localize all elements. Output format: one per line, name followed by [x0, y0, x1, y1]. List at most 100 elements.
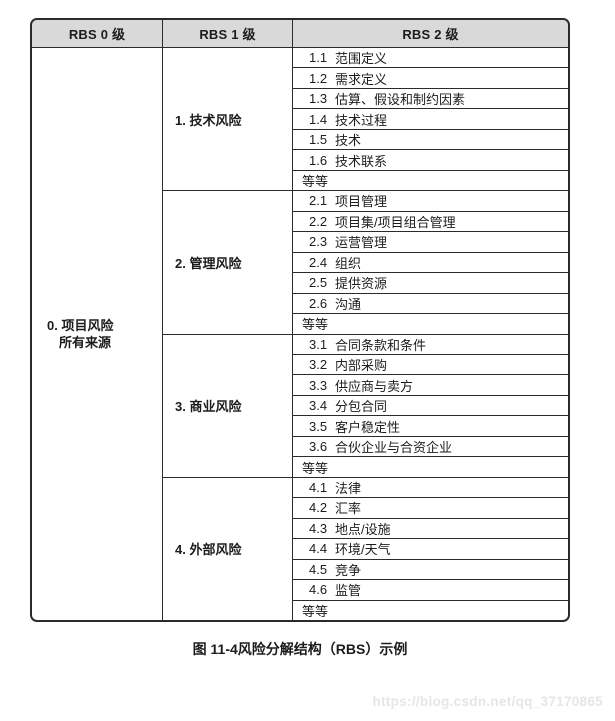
rbs-item-text: 组织	[335, 255, 362, 271]
rbs-item-text: 提供资源	[335, 276, 388, 292]
rbs-item-number: 1.4	[309, 111, 328, 127]
rbs-item-number: 4.2	[309, 500, 328, 516]
rbs-etc-text: 等等	[302, 460, 329, 476]
rbs-item-number: 2.2	[309, 213, 328, 229]
rbs-level2-row: 2.1 项目管理	[293, 191, 568, 212]
rbs-level2-row: 4.1 法律	[293, 478, 568, 499]
rbs-item-text: 监管	[335, 583, 362, 599]
rbs-level2-row: 3.2 内部采购	[293, 355, 568, 376]
header-cell-rbs-level-0: RBS 0 级	[32, 20, 163, 47]
rbs-item-number: 1.2	[309, 70, 328, 86]
rbs-etc-row: 等等	[293, 314, 568, 333]
rbs-level2-row: 3.5 客户稳定性	[293, 416, 568, 437]
rbs-item-text: 需求定义	[335, 71, 388, 87]
rbs-item-number: 2.6	[309, 295, 328, 311]
rbs-section: 3. 商业风险 3.1 合同条款和条件 3.2 内部采购 3.3 供应商与卖方 3.4 分包合同…	[163, 334, 568, 478]
rbs-item-text: 竞争	[335, 562, 362, 578]
rbs-etc-text: 等等	[302, 603, 329, 619]
rbs-level2-row: 4.6 监管	[293, 580, 568, 601]
rbs-item-number: 3.3	[309, 377, 328, 393]
rbs-item-text: 汇率	[335, 501, 362, 517]
rbs-item-text: 合伙企业与合资企业	[335, 440, 453, 456]
rbs-item-text: 项目管理	[335, 194, 388, 210]
rbs-item-text: 环境/天气	[335, 542, 391, 558]
rbs-item-text: 客户稳定性	[335, 419, 401, 435]
rbs-level0-line1: 0. 项目风险	[47, 318, 114, 333]
rbs-etc-text: 等等	[302, 317, 329, 333]
rbs-level2-row: 3.3 供应商与卖方	[293, 375, 568, 396]
rbs-item-text: 法律	[335, 480, 362, 496]
rbs-level0-line2: 所有来源	[59, 335, 112, 350]
rbs-item-text: 合同条款和条件	[335, 337, 427, 353]
header-cell-rbs-level-1: RBS 1 级	[163, 20, 293, 47]
rbs-level2-row: 2.2 项目集/项目组合管理	[293, 212, 568, 233]
rbs-item-text: 项目集/项目组合管理	[335, 214, 456, 230]
rbs-level2-rows: 4.1 法律 4.2 汇率 4.3 地点/设施 4.4 环境/天气 4.5 竞争 4.6 监管等等	[293, 478, 568, 620]
rbs-level2-row: 3.1 合同条款和条件	[293, 335, 568, 355]
rbs-item-number: 2.3	[309, 234, 328, 250]
rbs-item-text: 范围定义	[335, 51, 388, 67]
rbs-item-text: 技术过程	[335, 112, 388, 128]
rbs-item-number: 2.4	[309, 254, 328, 270]
rbs-item-text: 地点/设施	[335, 521, 391, 537]
rbs-item-number: 1.5	[309, 132, 328, 148]
rbs-item-number: 3.4	[309, 398, 328, 414]
rbs-item-number: 3.2	[309, 357, 328, 373]
rbs-level1-label: 2. 管理风险	[163, 191, 293, 334]
watermark-url: https://blog.csdn.net/qq_37170865	[372, 694, 603, 709]
rbs-level2-row: 4.2 汇率	[293, 498, 568, 519]
rbs-etc-row: 等等	[293, 171, 568, 190]
rbs-level2-row: 1.4 技术过程	[293, 109, 568, 130]
rbs-item-number: 4.5	[309, 561, 328, 577]
rbs-etc-row: 等等	[293, 601, 568, 620]
rbs-level2-row: 4.3 地点/设施	[293, 519, 568, 540]
rbs-item-number: 2.1	[309, 193, 328, 209]
figure-caption: 图 11-4风险分解结构（RBS）示例	[192, 641, 408, 657]
rbs-level2-row: 2.5 提供资源	[293, 273, 568, 294]
rbs-level2-rows: 2.1 项目管理 2.2 项目集/项目组合管理 2.3 运营管理 2.4 组织 2.5 提供资源 2…	[293, 191, 568, 333]
rbs-item-text: 估算、假设和制约因素	[335, 92, 466, 108]
rbs-sections: 1. 技术风险 1.1 范围定义 1.2 需求定义 1.3 估算、假设和制约因素 1.4 技术过…	[163, 48, 568, 620]
rbs-etc-text: 等等	[302, 174, 329, 190]
rbs-level2-row: 2.6 沟通	[293, 294, 568, 315]
rbs-item-number: 4.1	[309, 479, 328, 495]
rbs-level2-row: 1.2 需求定义	[293, 68, 568, 89]
rbs-section: 4. 外部风险 4.1 法律 4.2 汇率 4.3 地点/设施 4.4 环境/天气 4.5 竞争 4.…	[163, 477, 568, 620]
rbs-level2-row: 2.4 组织	[293, 253, 568, 274]
rbs-level2-row: 4.4 环境/天气	[293, 539, 568, 560]
rbs-item-number: 1.6	[309, 152, 328, 168]
rbs-item-number: 3.1	[309, 336, 328, 352]
rbs-level2-row: 1.5 技术	[293, 130, 568, 151]
table-body: 0. 项目风险 所有来源 1. 技术风险 1.1 范围定义 1.2 需求定义 1.3 估算、…	[32, 48, 568, 620]
header-cell-rbs-level-2: RBS 2 级	[402, 27, 459, 42]
rbs-item-text: 供应商与卖方	[335, 378, 414, 394]
rbs-level2-row: 1.1 范围定义	[293, 48, 568, 69]
rbs-level2-rows: 1.1 范围定义 1.2 需求定义 1.3 估算、假设和制约因素 1.4 技术过程 1.5 技术 1…	[293, 48, 568, 190]
rbs-level1-label: 1. 技术风险	[163, 48, 293, 191]
rbs-item-number: 3.6	[309, 439, 328, 455]
rbs-level2-row: 3.6 合伙企业与合资企业	[293, 437, 568, 458]
table-header-row: RBS 0 级 RBS 1 级 RBS 2 级	[32, 20, 568, 48]
rbs-level2-row: 4.5 竞争	[293, 560, 568, 581]
rbs-table: RBS 0 级 RBS 1 级 RBS 2 级 0. 项目风险 所有来源 1. …	[30, 18, 570, 622]
rbs-item-text: 沟通	[335, 296, 362, 312]
rbs-etc-row: 等等	[293, 457, 568, 476]
rbs-item-text: 技术联系	[335, 153, 388, 169]
rbs-level1-label: 4. 外部风险	[163, 477, 293, 620]
rbs-item-text: 技术	[335, 133, 362, 149]
rbs-level2-row: 2.3 运营管理	[293, 232, 568, 253]
rbs-level2-row: 3.4 分包合同	[293, 396, 568, 417]
rbs-item-text: 内部采购	[335, 358, 388, 374]
rbs-item-text: 分包合同	[335, 399, 388, 415]
rbs-item-number: 3.5	[309, 418, 328, 434]
rbs-level1-label: 3. 商业风险	[163, 334, 293, 477]
rbs-item-number: 2.5	[309, 275, 328, 291]
rbs-level2-rows: 3.1 合同条款和条件 3.2 内部采购 3.3 供应商与卖方 3.4 分包合同 3.5 客户稳定…	[293, 335, 568, 477]
rbs-level2-row: 1.3 估算、假设和制约因素	[293, 89, 568, 110]
rbs-level0-cell: 0. 项目风险 所有来源	[32, 48, 163, 620]
rbs-section: 1. 技术风险 1.1 范围定义 1.2 需求定义 1.3 估算、假设和制约因素 1.4 技术过…	[163, 48, 568, 192]
rbs-item-text: 运营管理	[335, 235, 388, 251]
rbs-item-number: 4.4	[309, 541, 328, 557]
rbs-item-number: 4.3	[309, 520, 328, 536]
